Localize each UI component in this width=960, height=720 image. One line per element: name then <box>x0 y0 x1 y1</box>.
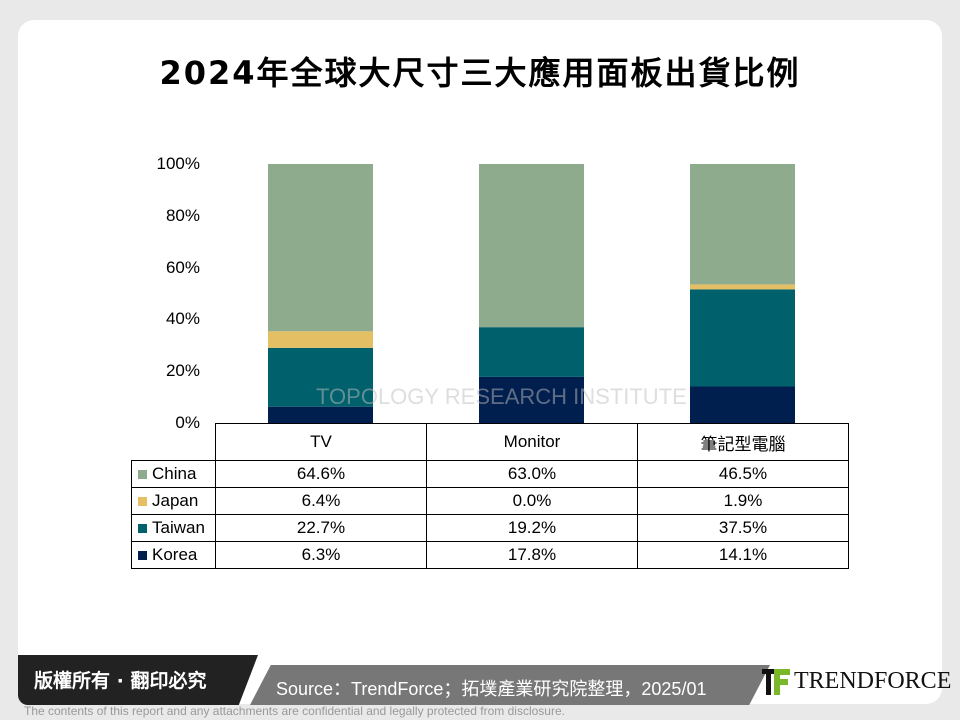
series-name: Japan <box>152 491 199 510</box>
legend-entry: Korea <box>131 541 216 569</box>
series-name: Taiwan <box>152 518 205 537</box>
table-row: China 64.6% 63.0% 46.5% <box>131 460 849 488</box>
data-label: 22.7% <box>215 514 427 542</box>
data-label: 6.4% <box>215 487 427 515</box>
data-label: 19.2% <box>426 514 638 542</box>
bar-china <box>690 164 795 285</box>
legend-swatch <box>138 551 147 560</box>
legend-swatch <box>138 497 147 506</box>
bar-china <box>268 164 373 332</box>
watermark: TOPOLOGY RESEARCH INSTITUTE <box>316 384 687 409</box>
series-name: China <box>152 464 197 483</box>
legend-entry: Japan <box>131 487 216 515</box>
data-label: 1.9% <box>637 487 849 515</box>
bar-taiwan <box>268 347 373 407</box>
y-tick-label: 20% <box>165 361 200 381</box>
bar-korea <box>479 376 584 423</box>
y-tick-label: 40% <box>165 309 200 329</box>
source-text: Source：TrendForce；拓墣產業研究院整理，2025/01 <box>276 679 707 699</box>
data-label: 0.0% <box>426 487 638 515</box>
table-row: Taiwan 22.7% 19.2% 37.5% <box>131 514 849 542</box>
table-corner <box>131 423 216 461</box>
data-label: 46.5% <box>637 460 849 488</box>
data-label: 17.8% <box>426 541 638 569</box>
trendforce-logo: TRENDFORCE <box>762 668 951 695</box>
table-row: Japan 6.4% 0.0% 1.9% <box>131 487 849 515</box>
copyright-text: 版權所有 · 翻印必究 <box>34 670 207 692</box>
category-label: TV <box>215 423 427 461</box>
y-tick-label: 60% <box>165 257 200 277</box>
bar-korea <box>690 386 795 423</box>
legend-swatch <box>138 470 147 479</box>
data-label: 63.0% <box>426 460 638 488</box>
series-name: Korea <box>152 545 198 564</box>
data-label: 37.5% <box>637 514 849 542</box>
logo-text: TRENDFORCE <box>794 668 952 694</box>
data-label: 14.1% <box>637 541 849 569</box>
bar-japan <box>268 331 373 348</box>
legend-entry: China <box>131 460 216 488</box>
category-label: 筆記型電腦 <box>637 423 849 461</box>
stacked-bar-chart <box>268 164 795 423</box>
legend-swatch <box>138 524 147 533</box>
footer-banner <box>18 655 258 705</box>
legend-entry: Taiwan <box>131 514 216 542</box>
y-tick-label: 100% <box>156 154 200 173</box>
bar-taiwan <box>690 289 795 387</box>
data-label: 6.3% <box>215 541 427 569</box>
bar-china <box>479 164 584 328</box>
chart-title: 2024年全球大尺寸三大應用面板出貨比例 <box>159 54 801 92</box>
disclaimer: The contents of this report and any atta… <box>24 704 565 718</box>
table-header-row: TV Monitor 筆記型電腦 <box>131 423 849 461</box>
data-table: TV Monitor 筆記型電腦 China 64.6% 63.0% 46.5% Japan 6… <box>131 423 849 569</box>
y-tick-label: 80% <box>165 205 200 225</box>
trendforce-logo-icon <box>762 668 790 695</box>
data-label: 64.6% <box>215 460 427 488</box>
bar-korea <box>268 406 373 423</box>
bar-japan <box>690 284 795 290</box>
table-row: Korea 6.3% 17.8% 14.1% <box>131 541 849 569</box>
category-label: Monitor <box>426 423 638 461</box>
bar-taiwan <box>479 327 584 377</box>
source-banner <box>250 665 770 705</box>
